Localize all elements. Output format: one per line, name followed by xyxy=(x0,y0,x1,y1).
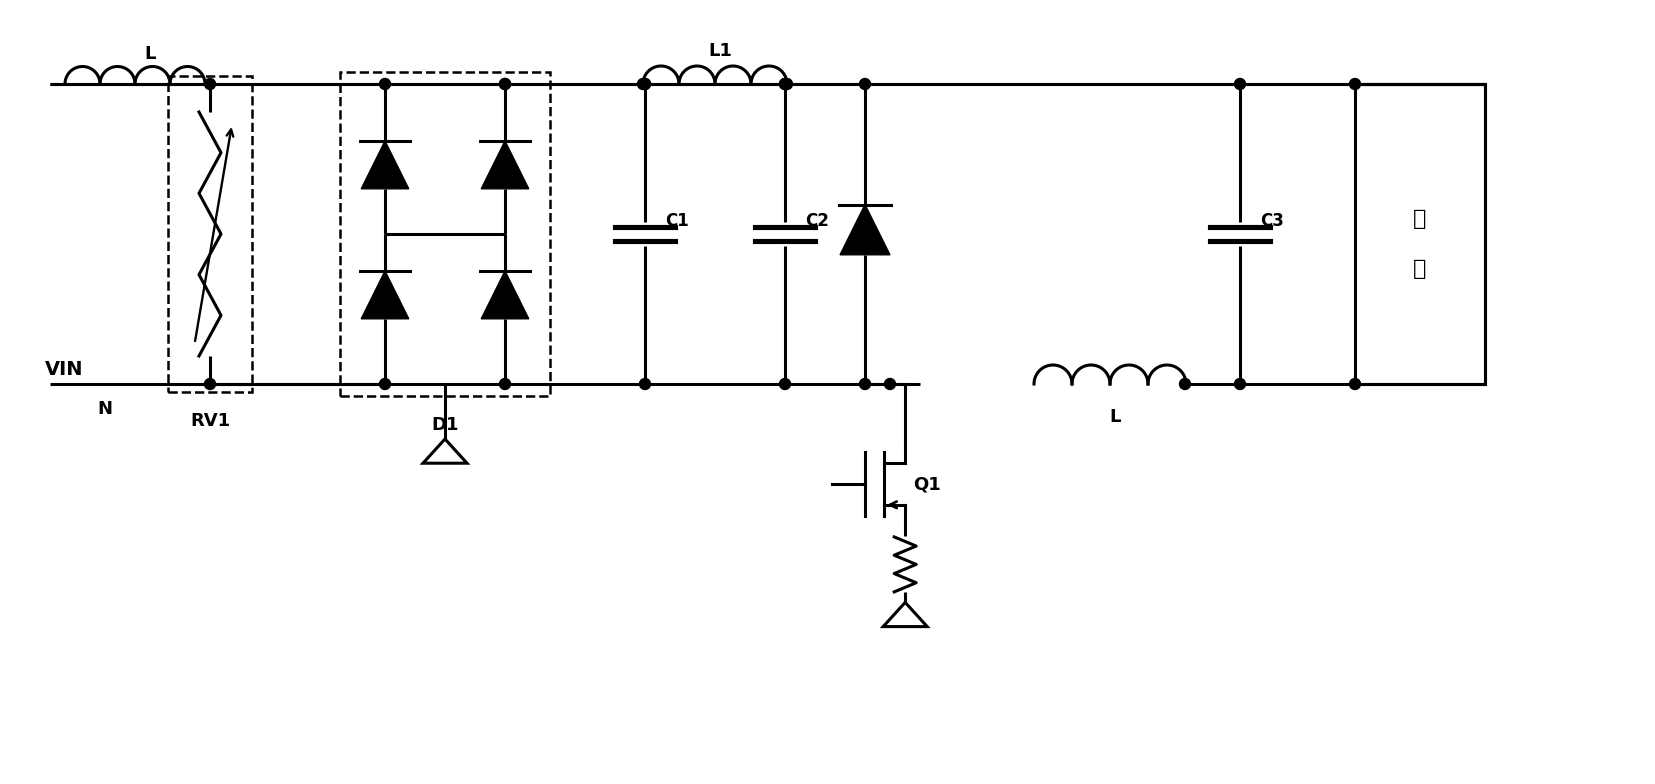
Circle shape xyxy=(859,78,871,89)
Text: C1: C1 xyxy=(665,212,688,230)
Circle shape xyxy=(780,78,789,89)
Circle shape xyxy=(500,78,510,89)
Circle shape xyxy=(379,379,391,390)
Text: 负: 负 xyxy=(1412,209,1427,229)
Circle shape xyxy=(884,379,895,390)
Circle shape xyxy=(637,78,649,89)
Text: N: N xyxy=(98,400,113,418)
Polygon shape xyxy=(422,439,467,463)
Text: C2: C2 xyxy=(804,212,829,230)
Circle shape xyxy=(639,78,650,89)
Polygon shape xyxy=(482,271,528,319)
Text: 载: 载 xyxy=(1412,259,1427,279)
Text: L: L xyxy=(144,45,156,63)
Circle shape xyxy=(780,379,789,390)
Bar xyxy=(339,72,549,396)
Text: L1: L1 xyxy=(708,42,732,60)
Text: RV1: RV1 xyxy=(190,412,230,430)
Text: Q1: Q1 xyxy=(912,475,940,493)
Circle shape xyxy=(1233,379,1245,390)
Polygon shape xyxy=(882,602,927,626)
Text: L: L xyxy=(1109,408,1120,426)
Text: D1: D1 xyxy=(430,416,458,434)
Circle shape xyxy=(1349,78,1360,89)
Circle shape xyxy=(1349,379,1360,390)
Circle shape xyxy=(1233,78,1245,89)
Circle shape xyxy=(379,78,391,89)
Circle shape xyxy=(204,78,215,89)
Circle shape xyxy=(204,379,215,390)
Circle shape xyxy=(639,78,650,89)
Circle shape xyxy=(781,78,793,89)
Bar xyxy=(167,76,252,392)
Polygon shape xyxy=(361,141,409,189)
Polygon shape xyxy=(839,205,889,255)
Circle shape xyxy=(1178,379,1190,390)
Polygon shape xyxy=(482,141,528,189)
Text: VIN: VIN xyxy=(45,360,83,379)
Bar xyxy=(1354,84,1485,384)
Circle shape xyxy=(859,379,871,390)
Circle shape xyxy=(639,379,650,390)
Circle shape xyxy=(500,379,510,390)
Polygon shape xyxy=(361,271,409,319)
Text: C3: C3 xyxy=(1259,212,1283,230)
Circle shape xyxy=(500,78,510,89)
Circle shape xyxy=(780,78,789,89)
